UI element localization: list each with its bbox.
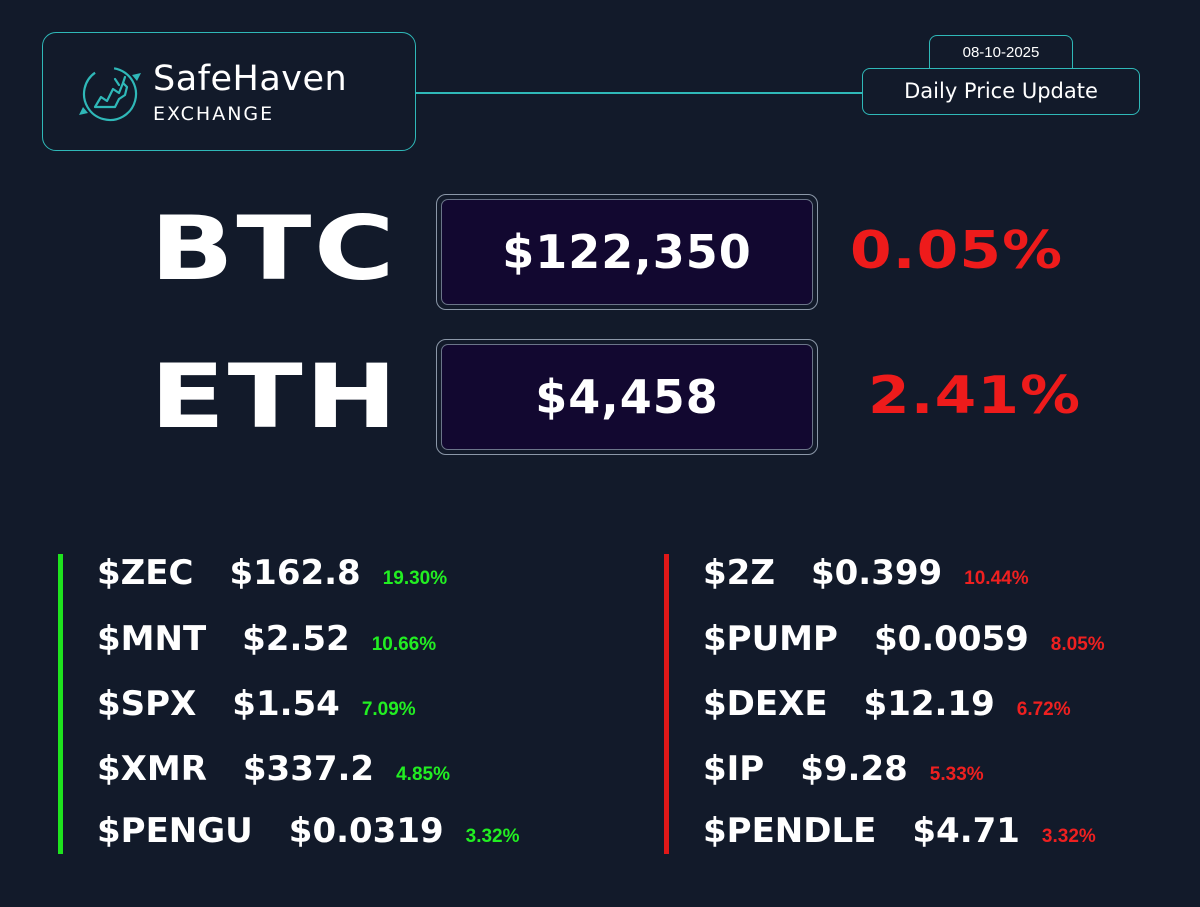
loser-row: $PENDLE $4.71 3.32% (703, 811, 1096, 851)
gainer-row: $MNT $2.52 10.66% (97, 619, 436, 659)
gainer-row: $PENGU $0.0319 3.32% (97, 811, 520, 851)
gainer-row: $ZEC $162.8 19.30% (97, 553, 447, 593)
loser-price: $4.71 (912, 811, 1020, 851)
header-connector-line (416, 92, 863, 94)
gainer-symbol: $SPX (97, 684, 197, 724)
gainer-price: $337.2 (242, 749, 375, 789)
loser-symbol: $IP (703, 749, 765, 789)
loser-symbol: $2Z (703, 553, 775, 593)
gainer-symbol: $ZEC (97, 553, 194, 593)
btc-ticker: BTC (150, 197, 398, 300)
gainer-change: 19.30% (382, 568, 448, 589)
loser-change: 6.72% (1016, 699, 1071, 720)
loser-change: 10.44% (964, 568, 1029, 589)
page-title: Daily Price Update (862, 68, 1140, 115)
brand-subtitle: EXCHANGE (153, 103, 275, 125)
loser-row: $PUMP $0.0059 8.05% (703, 619, 1105, 659)
gainer-price: $2.52 (242, 619, 350, 659)
eth-ticker: ETH (150, 345, 400, 448)
gainer-change: 10.66% (371, 634, 437, 655)
brand-logo-box: SafeHaven EXCHANGE (42, 32, 416, 151)
btc-price-box: $122,350 (436, 194, 818, 310)
date-label: 08-10-2025 (929, 35, 1073, 69)
btc-price: $122,350 (441, 199, 813, 305)
btc-change: 0.05% (850, 221, 1064, 281)
gainer-price: $162.8 (229, 553, 361, 593)
gainers-bar (58, 554, 63, 854)
loser-row: $DEXE $12.19 6.72% (703, 684, 1071, 724)
gainer-row: $XMR $337.2 4.85% (97, 749, 450, 789)
eth-price-box: $4,458 (436, 339, 818, 455)
gainer-symbol: $MNT (97, 619, 207, 659)
eth-price: $4,458 (441, 344, 813, 450)
loser-change: 8.05% (1050, 634, 1105, 655)
gainer-price: $1.54 (232, 684, 340, 724)
gainer-symbol: $PENGU (97, 811, 253, 851)
brand-name: SafeHaven (153, 59, 348, 99)
gainer-symbol: $XMR (97, 749, 207, 789)
gainer-change: 7.09% (361, 699, 416, 720)
loser-symbol: $DEXE (703, 684, 828, 724)
loser-change: 5.33% (929, 764, 984, 785)
loser-price: $12.19 (863, 684, 995, 724)
eth-change: 2.41% (868, 366, 1082, 426)
gainer-row: $SPX $1.54 7.09% (97, 684, 416, 724)
gainer-change: 3.32% (465, 826, 520, 847)
loser-price: $0.399 (810, 553, 943, 593)
loser-symbol: $PENDLE (703, 811, 877, 851)
loser-price: $0.0059 (873, 619, 1029, 659)
loser-change: 3.32% (1041, 826, 1096, 847)
gainer-price: $0.0319 (288, 811, 444, 851)
loser-row: $2Z $0.399 10.44% (703, 553, 1029, 593)
loser-symbol: $PUMP (703, 619, 838, 659)
loser-row: $IP $9.28 5.33% (703, 749, 984, 789)
loser-price: $9.28 (800, 749, 908, 789)
gainer-change: 4.85% (396, 764, 450, 785)
bull-circle-icon (79, 66, 141, 122)
losers-bar (664, 554, 669, 854)
